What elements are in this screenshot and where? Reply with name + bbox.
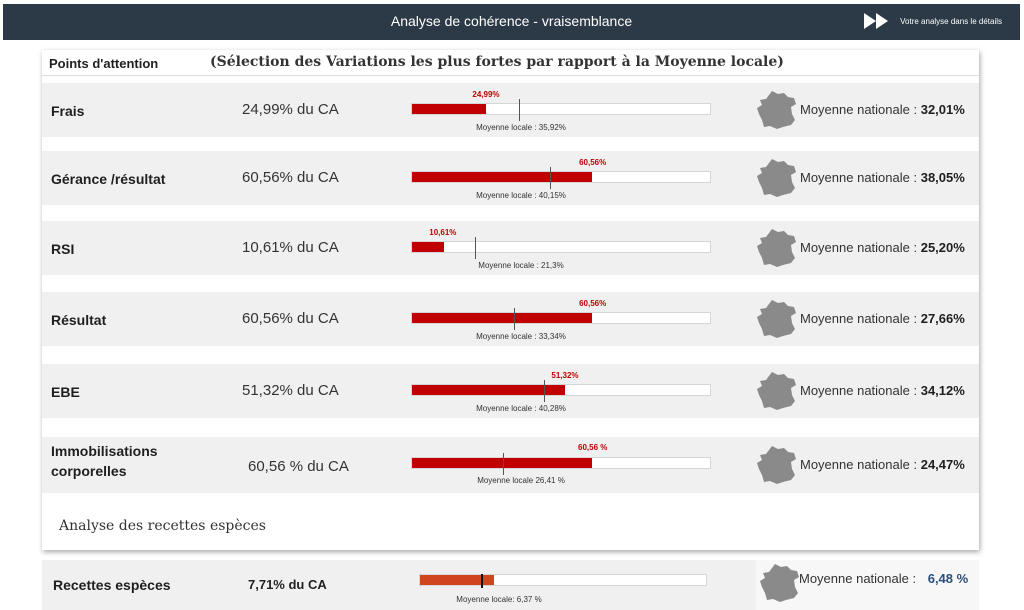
local-average-marker: [475, 237, 477, 259]
indicator-label: RSI: [51, 241, 75, 257]
indicator-label: Immobilisations corporelles: [51, 443, 158, 479]
bar-value-label: 60,56%: [579, 299, 607, 308]
indicator-row: EBE 51,32% du CA 51,32% Moyenne locale : 40…: [42, 364, 979, 418]
cash-receipts-row: Recettes espèces 7,71% du CA Moyenne loc…: [42, 560, 979, 610]
national-average-value: 27,66%: [920, 311, 965, 326]
bar-value-label: 60,56 %: [577, 443, 608, 452]
local-average-label: Moyenne locale : 33,34%: [476, 332, 566, 341]
cash-local-average-marker: [480, 574, 483, 588]
national-average: Moyenne nationale : 24,47%: [800, 457, 965, 472]
cash-receipts-label: Recettes espèces: [53, 577, 171, 593]
indicator-bar: [411, 453, 711, 475]
local-average-marker: [514, 308, 516, 330]
indicator-row: Résultat 60,56% du CA 60,56% Moyenne locale…: [42, 292, 979, 346]
indicator-row: Immobilisations corporelles 60,56 % du CA…: [42, 437, 979, 493]
cash-receipts-bar: [419, 574, 707, 588]
indicator-value: 60,56 % du CA: [248, 458, 349, 475]
indicator-bar: [411, 308, 711, 330]
indicator-label: Gérance /résultat: [51, 171, 166, 187]
france-map-icon: [757, 91, 796, 129]
indicator-bar: [411, 237, 711, 259]
indicator-label: Frais: [51, 103, 85, 119]
indicator-label: EBE: [51, 384, 80, 400]
cash-national-label: Moyenne nationale :: [799, 571, 917, 586]
attention-points-panel: Points d'attention (Sélection des Variat…: [42, 50, 979, 550]
indicator-label: Résultat: [51, 312, 107, 328]
cash-receipts-bar-fill: [420, 575, 494, 585]
national-average-value: 32,01%: [920, 102, 965, 117]
panel-subtitle: (Sélection des Variations les plus forte…: [210, 54, 784, 70]
cash-receipts-value: 7,71% du CA: [248, 577, 327, 592]
france-map-icon: [757, 159, 796, 197]
national-average-label: Moyenne nationale :: [800, 240, 918, 255]
national-average-label: Moyenne nationale :: [800, 383, 918, 398]
indicator-value: 24,99% du CA: [242, 101, 339, 118]
indicator-row: RSI 10,61% du CA 10,61% Moyenne locale : 21…: [42, 221, 979, 275]
indicator-bar: [411, 380, 711, 402]
france-map-icon: [757, 372, 796, 410]
local-average-marker: [549, 167, 551, 189]
national-average: Moyenne nationale : 34,12%: [800, 383, 965, 398]
france-map-icon: [757, 446, 796, 484]
local-average-marker: [519, 99, 521, 121]
bar-value-label: 24,99%: [472, 90, 500, 99]
indicator-value: 60,56% du CA: [242, 169, 339, 186]
national-average: Moyenne nationale : 32,01%: [800, 102, 965, 117]
indicator-row: Gérance /résultat 60,56% du CA 60,56% Moyen…: [42, 151, 979, 205]
detail-analysis-label: Votre analyse dans le détails: [900, 16, 1002, 26]
national-average: Moyenne nationale : 38,05%: [800, 170, 965, 185]
cash-national-value: 6,48 %: [927, 571, 969, 586]
national-average-label: Moyenne nationale :: [800, 457, 918, 472]
indicator-bar-fill: [412, 458, 593, 468]
france-map-icon: [757, 300, 796, 338]
local-average-label: Moyenne locale : 40,28%: [476, 404, 566, 413]
panel-header: Points d'attention (Sélection des Variat…: [42, 50, 979, 76]
indicator-bar-fill: [412, 104, 487, 114]
local-average-label: Moyenne locale 26,41 %: [477, 476, 565, 485]
national-average-label: Moyenne nationale :: [800, 170, 918, 185]
indicator-bar-fill: [412, 385, 565, 395]
france-map-icon: [760, 564, 799, 602]
header-bar: Analyse de cohérence - vraisemblance Vot…: [3, 4, 1020, 40]
local-average-marker: [543, 380, 545, 402]
local-average-label: Moyenne locale : 35,92%: [476, 123, 566, 132]
local-average-label: Moyenne locale : 21,3%: [478, 261, 564, 270]
page-title: Analyse de cohérence - vraisemblance: [390, 13, 633, 29]
national-average-value: 24,47%: [920, 457, 965, 472]
national-average-label: Moyenne nationale :: [800, 311, 918, 326]
indicator-value: 51,32% du CA: [242, 382, 339, 399]
indicator-bar: [411, 167, 711, 189]
detail-analysis-link[interactable]: Votre analyse dans le détails: [864, 12, 1002, 30]
cash-national-average: Moyenne nationale : 6,48 %: [799, 571, 968, 586]
indicator-bar-fill: [412, 242, 444, 252]
indicator-value: 60,56% du CA: [242, 310, 339, 327]
national-average: Moyenne nationale : 27,66%: [800, 311, 965, 326]
national-average-label: Moyenne nationale :: [800, 102, 918, 117]
fast-forward-icon: [864, 13, 889, 29]
bar-value-label: 10,61%: [429, 228, 457, 237]
national-average-value: 34,12%: [920, 383, 965, 398]
national-average-value: 38,05%: [920, 170, 965, 185]
local-average-marker: [502, 453, 504, 475]
indicator-value: 10,61% du CA: [242, 239, 339, 256]
bar-value-label: 60,56%: [579, 158, 607, 167]
france-map-icon: [757, 229, 796, 267]
panel-title: Points d'attention: [49, 56, 159, 71]
national-average-value: 25,20%: [920, 240, 965, 255]
cash-local-average-label: Moyenne locale: 6,37 %: [456, 595, 542, 604]
local-average-label: Moyenne locale : 40,15%: [476, 191, 566, 200]
indicator-bar-fill: [412, 313, 593, 323]
national-average: Moyenne nationale : 25,20%: [800, 240, 965, 255]
indicator-row: Frais 24,99% du CA 24,99% Moyenne locale : …: [42, 83, 979, 137]
cash-section-title: Analyse des recettes espèces: [59, 518, 266, 534]
indicator-bar: [411, 99, 711, 121]
indicator-bar-fill: [412, 172, 593, 182]
bar-value-label: 51,32%: [551, 371, 579, 380]
